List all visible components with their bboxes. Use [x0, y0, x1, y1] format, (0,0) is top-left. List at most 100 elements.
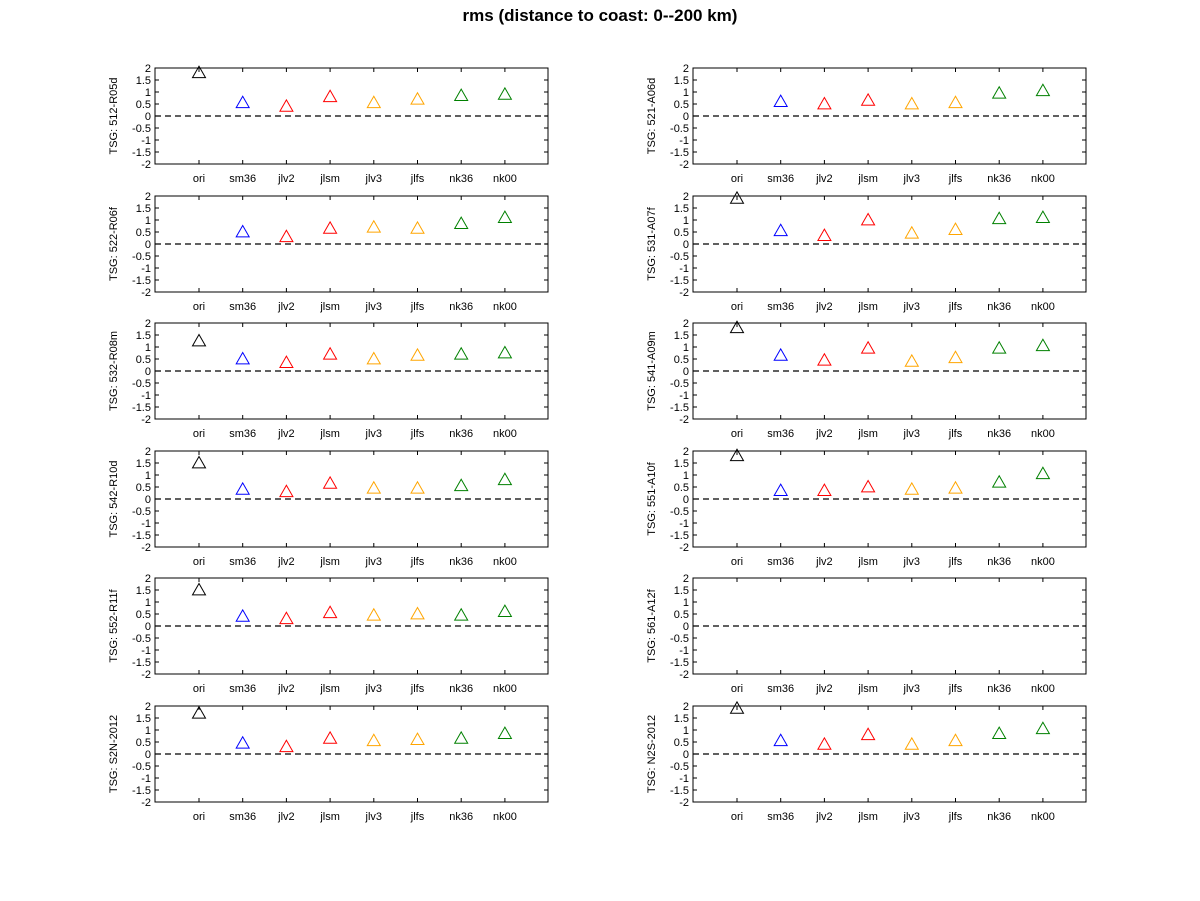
x-tick-label-jlsm: jlsm	[319, 683, 340, 695]
y-tick-label: 1.5	[136, 713, 151, 725]
x-tick-label-nk36: nk36	[987, 173, 1011, 185]
marker-jlfs	[948, 350, 963, 364]
x-tick-label-jlsm: jlsm	[857, 556, 878, 568]
x-tick-label-jlfs: jlfs	[410, 173, 425, 185]
marker-jlv2	[817, 228, 832, 241]
marker-ori	[729, 700, 745, 714]
marker-jlfs	[410, 732, 425, 745]
x-tick-label-jlfs: jlfs	[948, 173, 963, 185]
marker-ori	[729, 448, 745, 462]
y-tick-label: -1	[679, 390, 689, 402]
y-axis-label: TSG: 512-R05d	[108, 77, 120, 154]
x-tick-label-jlv2: jlv2	[815, 173, 833, 185]
marker-jlfs	[410, 347, 425, 361]
marker-jlv2	[817, 96, 832, 110]
y-tick-label: 1	[145, 87, 151, 99]
marker-nk00	[1035, 338, 1051, 352]
x-tick-label-nk00: nk00	[1031, 811, 1055, 823]
marker-jlv2	[279, 355, 294, 368]
x-tick-label-sm36: sm36	[229, 556, 256, 568]
y-tick-label: -1.5	[670, 657, 689, 669]
marker-nk00	[1035, 83, 1051, 97]
x-tick-label-sm36: sm36	[229, 428, 256, 440]
marker-nk00	[1035, 721, 1051, 735]
y-tick-label: 1.5	[674, 75, 689, 87]
x-tick-label-ori: ori	[193, 811, 205, 823]
x-tick-label-sm36: sm36	[229, 301, 256, 313]
y-tick-label: 0.5	[674, 227, 689, 239]
x-tick-label-jlsm: jlsm	[319, 301, 340, 313]
x-tick-label-jlv3: jlv3	[903, 683, 921, 695]
y-tick-label: 1	[145, 597, 151, 609]
y-tick-label: 2	[683, 446, 689, 458]
y-tick-label: -2	[141, 542, 151, 554]
marker-jlv3	[904, 481, 920, 495]
marker-sm36	[235, 95, 251, 109]
x-tick-label-jlv2: jlv2	[277, 556, 295, 568]
y-tick-label: -1	[141, 263, 151, 275]
x-tick-label-jlfs: jlfs	[948, 683, 963, 695]
x-tick-label-ori: ori	[731, 173, 743, 185]
x-tick-label-jlsm: jlsm	[857, 683, 878, 695]
y-tick-label: 2	[145, 446, 151, 458]
y-tick-label: -0.5	[132, 123, 151, 135]
y-tick-label: -0.5	[670, 378, 689, 390]
marker-ori	[729, 190, 745, 204]
y-tick-label: 0	[145, 366, 151, 378]
y-tick-label: 0.5	[674, 482, 689, 494]
marker-jlv2	[279, 484, 294, 498]
x-tick-label-ori: ori	[731, 428, 743, 440]
marker-jlfs	[410, 480, 425, 494]
marker-sm36	[773, 483, 789, 496]
marker-ori	[191, 333, 207, 347]
y-tick-label: 1	[683, 215, 689, 227]
x-tick-label-jlv3: jlv3	[903, 301, 921, 313]
marker-jlv3	[904, 353, 920, 367]
y-tick-label: -0.5	[132, 506, 151, 518]
marker-jlv2	[817, 736, 832, 750]
y-axis-label: TSG: 552-R11f	[108, 588, 120, 662]
y-tick-label: -1.5	[132, 147, 151, 159]
marker-nk00	[497, 604, 513, 617]
x-tick-label-nk00: nk00	[493, 428, 517, 440]
y-tick-label: 0.5	[674, 354, 689, 366]
marker-sm36	[773, 733, 789, 747]
x-tick-label-jlfs: jlfs	[948, 301, 963, 313]
x-tick-label-jlsm: jlsm	[319, 811, 340, 823]
y-tick-label: 0	[145, 749, 151, 761]
y-tick-label: 1.5	[136, 203, 151, 215]
marker-jlfs	[948, 480, 963, 494]
marker-nk36	[453, 607, 469, 621]
y-tick-label: 1.5	[136, 458, 151, 470]
y-axis-label: TSG: 532-R08m	[108, 331, 120, 411]
y-tick-label: -2	[679, 287, 689, 299]
x-tick-label-nk36: nk36	[449, 811, 473, 823]
y-tick-label: 1.5	[674, 330, 689, 342]
y-tick-label: -0.5	[132, 633, 151, 645]
y-tick-label: 0	[683, 494, 689, 506]
subplot-8: 21.510.50-0.5-1-1.5-2 ori sm36 jlv2 jlsm jlv3…	[646, 446, 1087, 568]
marker-nk00	[497, 726, 513, 739]
x-tick-label-jlsm: jlsm	[857, 428, 878, 440]
y-tick-label: 1	[683, 342, 689, 354]
y-tick-label: 0	[683, 239, 689, 251]
x-tick-label-nk36: nk36	[987, 428, 1011, 440]
y-tick-label: 2	[683, 191, 689, 203]
marker-nk36	[991, 85, 1007, 99]
marker-sm36	[235, 481, 251, 495]
subplot-1: 21.510.50-0.5-1-1.5-2 ori sm36 jlv2 jlsm jlv3…	[108, 63, 549, 185]
marker-jlsm	[322, 475, 338, 489]
y-tick-label: 1	[683, 725, 689, 737]
subplot-5: 21.510.50-0.5-1-1.5-2 ori sm36 jlv2 jlsm jlv3…	[108, 318, 549, 440]
x-tick-label-nk00: nk00	[1031, 428, 1055, 440]
x-tick-label-sm36: sm36	[767, 556, 794, 568]
marker-nk36	[991, 474, 1007, 488]
y-tick-label: 1	[683, 597, 689, 609]
y-tick-label: -0.5	[132, 251, 151, 263]
y-tick-label: 0.5	[136, 99, 151, 111]
marker-nk36	[453, 478, 469, 492]
marker-jlsm	[322, 605, 338, 619]
x-tick-label-nk36: nk36	[987, 683, 1011, 695]
y-tick-label: 0.5	[674, 737, 689, 749]
